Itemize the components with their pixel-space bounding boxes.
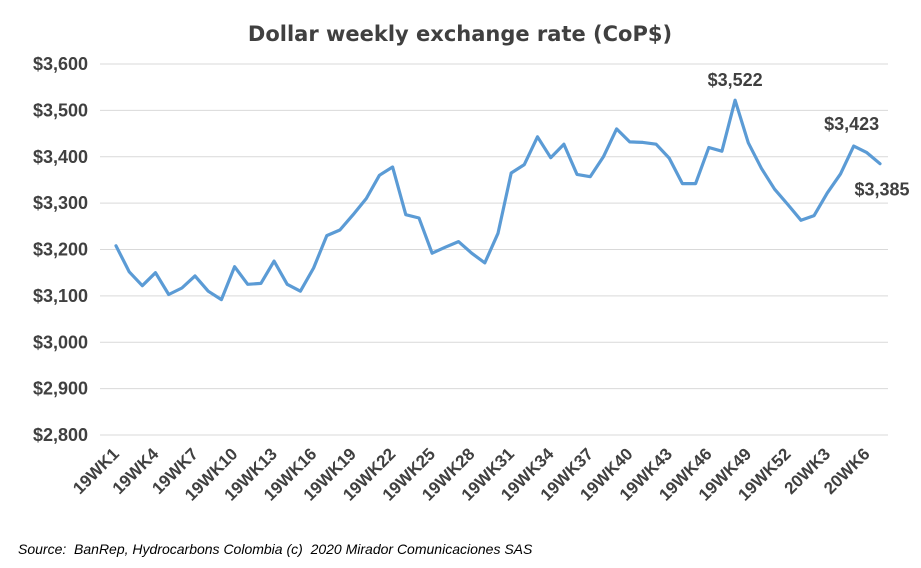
chart-title: Dollar weekly exchange rate (CoP$) bbox=[248, 22, 672, 46]
series-layer bbox=[114, 98, 882, 302]
y-tick-label: $2,800 bbox=[33, 425, 88, 445]
data-label: $3,423 bbox=[824, 114, 879, 134]
source-note: Source: BanRep, Hydrocarbons Colombia (c… bbox=[18, 541, 533, 557]
x-axis-tick-labels: 19WK119WK419WK719WK1019WK1319WK1619WK191… bbox=[69, 444, 873, 505]
y-axis-tick-labels: $2,800 $2,900 $3,000 $3,100 $3,200 $3,300 $3,4… bbox=[33, 54, 88, 445]
series-line bbox=[114, 98, 882, 302]
data-label: $3,522 bbox=[708, 70, 763, 90]
y-tick-label: $3,600 bbox=[33, 54, 88, 74]
y-tick-label: $3,100 bbox=[33, 286, 88, 306]
data-label: $3,385 bbox=[854, 180, 909, 200]
y-tick-label: $3,000 bbox=[33, 332, 88, 352]
data-labels: $3,522 $3,423 $3,385 bbox=[708, 70, 910, 200]
y-tick-label: $3,500 bbox=[33, 100, 88, 120]
y-tick-label: $3,400 bbox=[33, 147, 88, 167]
y-tick-label: $3,200 bbox=[33, 240, 88, 260]
y-tick-label: $3,300 bbox=[33, 193, 88, 213]
y-tick-label: $2,900 bbox=[33, 379, 88, 399]
gridlines bbox=[100, 63, 888, 436]
